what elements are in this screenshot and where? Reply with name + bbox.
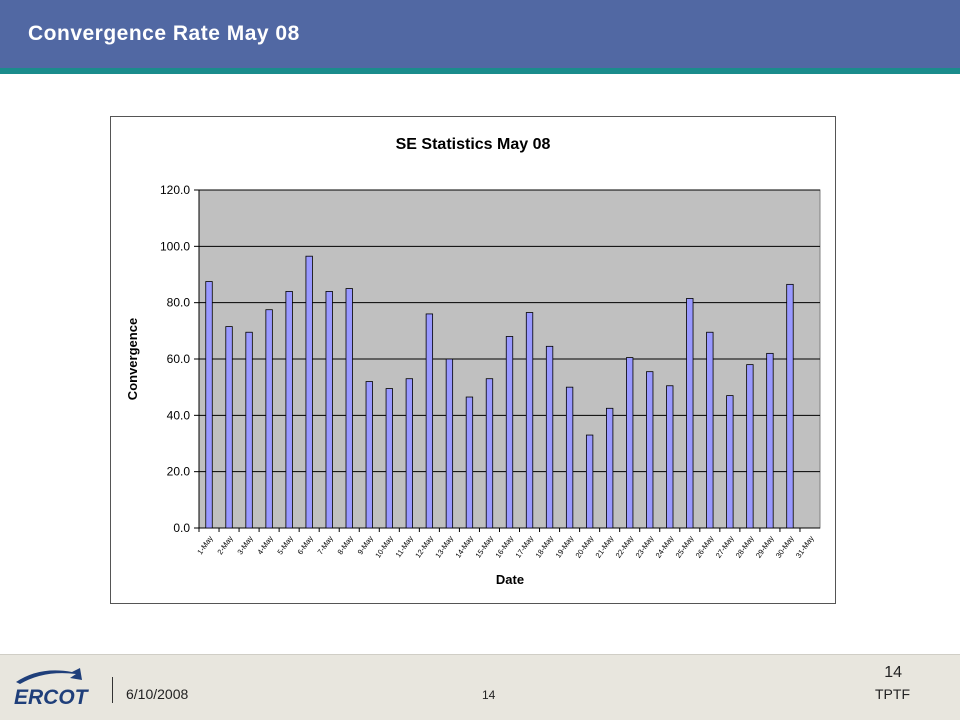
bar-22-may bbox=[626, 357, 634, 529]
header-accent-stripe bbox=[0, 68, 960, 74]
x-tick-label: 25-May bbox=[674, 534, 696, 560]
x-tick-label: 12-May bbox=[413, 534, 435, 560]
x-tick-label: 10-May bbox=[373, 534, 395, 560]
x-tick-label: 4-May bbox=[255, 534, 274, 556]
footer-divider bbox=[0, 654, 960, 655]
x-tick-label: 29-May bbox=[754, 534, 776, 560]
ercot-logo: ERCOT bbox=[14, 668, 90, 709]
bar-24-may bbox=[666, 385, 674, 529]
bar-11-may bbox=[405, 378, 413, 529]
x-tick-label: 13-May bbox=[433, 534, 455, 560]
x-tick-label: 17-May bbox=[513, 534, 535, 560]
bar-12-may bbox=[425, 313, 434, 529]
footer-org: TPTF bbox=[875, 686, 910, 702]
y-tick-label: 0.0 bbox=[173, 521, 190, 535]
y-tick-label: 80.0 bbox=[167, 296, 191, 310]
logo-wordmark: ERCOT bbox=[14, 686, 90, 709]
y-tick-label: 60.0 bbox=[167, 352, 191, 366]
x-tick-label: 2-May bbox=[215, 534, 234, 556]
x-tick-label: 30-May bbox=[774, 534, 796, 560]
bar-20-may bbox=[585, 434, 594, 529]
x-tick-label: 15-May bbox=[473, 534, 495, 560]
logo-swoosh bbox=[16, 668, 82, 684]
y-tick-label: 20.0 bbox=[167, 465, 191, 479]
bar-13-may bbox=[445, 358, 454, 529]
bar-10-may bbox=[385, 388, 393, 529]
chart-title: SE Statistics May 08 bbox=[396, 136, 551, 153]
bar-26-may bbox=[706, 331, 714, 529]
convergence-bar-chart: SE Statistics May 08 0.0 20.0 40.0 60.0 80.0 1… bbox=[125, 136, 821, 587]
x-tick-label: 8-May bbox=[336, 534, 355, 556]
x-tick-label: 24-May bbox=[654, 534, 676, 560]
y-tick-label: 40.0 bbox=[167, 408, 191, 422]
logo-divider bbox=[112, 677, 113, 703]
x-tick-label: 16-May bbox=[493, 534, 515, 560]
bar-23-may bbox=[646, 371, 654, 529]
bar-19-may bbox=[565, 386, 574, 529]
y-axis-label: Convergence bbox=[125, 318, 140, 400]
y-tick-label: 100.0 bbox=[160, 239, 190, 253]
bar-21-may bbox=[606, 407, 614, 529]
x-tick-label: 23-May bbox=[634, 534, 656, 560]
x-tick-label: 14-May bbox=[453, 534, 475, 560]
slide-title: Convergence Rate May 08 bbox=[28, 22, 300, 45]
x-tick-label: 11-May bbox=[394, 534, 416, 559]
x-tick-label: 20-May bbox=[574, 534, 596, 560]
x-tick-label: 28-May bbox=[734, 534, 756, 560]
bar-5-may bbox=[285, 290, 293, 529]
slide-header bbox=[0, 0, 960, 68]
x-tick-label: 31-May bbox=[794, 534, 816, 560]
y-tick-label: 120.0 bbox=[160, 183, 190, 197]
bar-28-may bbox=[746, 364, 754, 529]
bar-14-may bbox=[465, 396, 474, 529]
x-tick-label: 22-May bbox=[614, 534, 636, 560]
x-tick-label: 26-May bbox=[694, 534, 716, 560]
x-tick-label: 3-May bbox=[235, 534, 254, 556]
bar-15-may bbox=[485, 378, 494, 529]
bar-29-may bbox=[766, 352, 774, 529]
bar-9-may bbox=[365, 381, 373, 529]
bar-27-may bbox=[726, 395, 734, 529]
x-axis-label: Date bbox=[496, 572, 524, 587]
bar-6-may bbox=[305, 255, 313, 529]
x-tick-label: 19-May bbox=[554, 534, 576, 560]
bar-17-may bbox=[525, 312, 534, 529]
footer-date: 6/10/2008 bbox=[126, 686, 189, 702]
bar-3-may bbox=[245, 331, 253, 529]
x-tick-label: 9-May bbox=[356, 534, 375, 556]
bar-1-may bbox=[205, 281, 213, 529]
x-tick-label: 27-May bbox=[714, 534, 736, 560]
x-tick-label: 1-May bbox=[195, 534, 214, 556]
bar-4-may bbox=[265, 309, 273, 529]
x-tick-label: 5-May bbox=[275, 534, 294, 556]
footer-page-number: 14 bbox=[884, 664, 902, 681]
chart-frame: SE Statistics May 08 0.0 20.0 40.0 60.0 80.0 1… bbox=[110, 116, 836, 604]
footer-page-number-center: 14 bbox=[482, 688, 496, 702]
bar-16-may bbox=[505, 336, 514, 529]
x-tick-label: 6-May bbox=[295, 534, 314, 556]
bar-2-may bbox=[225, 326, 233, 529]
x-tick-label: 21-May bbox=[594, 534, 616, 560]
bar-25-may bbox=[686, 298, 694, 529]
bar-7-may bbox=[325, 290, 333, 529]
bar-30-may bbox=[786, 283, 794, 529]
x-tick-label: 18-May bbox=[533, 534, 555, 560]
slide-footer bbox=[0, 654, 960, 720]
x-tick-label: 7-May bbox=[316, 534, 335, 556]
bar-8-may bbox=[345, 288, 353, 529]
bar-18-may bbox=[545, 345, 554, 529]
